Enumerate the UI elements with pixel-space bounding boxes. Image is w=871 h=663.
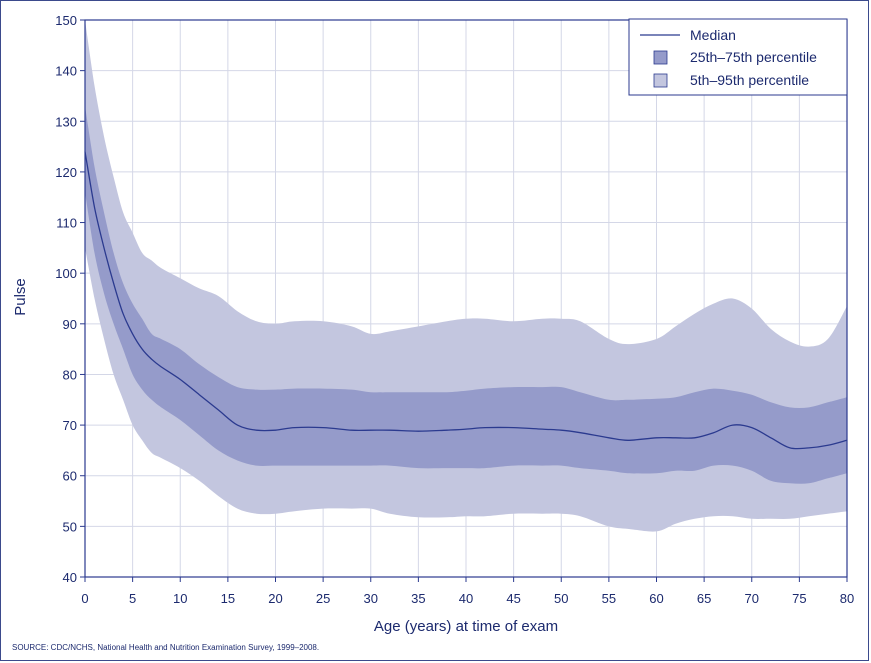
y-tick-label: 100 [55,266,77,281]
x-tick-label: 0 [81,591,88,606]
x-tick-label: 50 [554,591,568,606]
y-tick-label: 140 [55,64,77,79]
y-tick-label: 130 [55,114,77,129]
x-tick-label: 55 [602,591,616,606]
x-tick-label: 40 [459,591,473,606]
legend-median-label: Median [690,27,736,43]
x-tick-label: 20 [268,591,282,606]
y-tick-label: 50 [63,519,77,534]
legend: Median 25th–75th percentile 5th–95th per… [628,18,848,96]
x-tick-label: 80 [840,591,854,606]
y-tick-label: 60 [63,469,77,484]
legend-outer-label: 5th–95th percentile [690,72,809,88]
y-tick-label: 120 [55,165,77,180]
x-tick-label: 25 [316,591,330,606]
x-tick-label: 45 [506,591,520,606]
x-tick-label: 10 [173,591,187,606]
x-tick-label: 75 [792,591,806,606]
y-tick-label: 150 [55,13,77,28]
x-tick-label: 15 [221,591,235,606]
legend-outer-swatch [653,73,668,88]
axis-ticks: 0 5 10 15 20 25 30 35 40 45 50 55 60 65 70 75 80 40 50 60 70… [55,13,854,606]
y-tick-label: 40 [63,570,77,585]
y-tick-label: 70 [63,418,77,433]
legend-iqr-swatch [653,50,668,65]
legend-iqr-label: 25th–75th percentile [690,49,817,65]
y-tick-label: 110 [56,216,77,231]
x-tick-label: 5 [129,591,136,606]
x-tick-label: 60 [649,591,663,606]
band-25th-75th-percentile [85,106,847,484]
y-axis-title: Pulse [12,278,29,316]
y-tick-label: 90 [63,317,77,332]
x-tick-label: 70 [745,591,759,606]
x-tick-label: 30 [364,591,378,606]
x-axis-title: Age (years) at time of exam [374,618,558,635]
x-tick-label: 65 [697,591,711,606]
y-tick-label: 80 [63,367,77,382]
x-tick-label: 35 [411,591,425,606]
source-note: SOURCE: CDC/NCHS, National Health and Nu… [12,643,320,652]
median-line [84,151,848,450]
